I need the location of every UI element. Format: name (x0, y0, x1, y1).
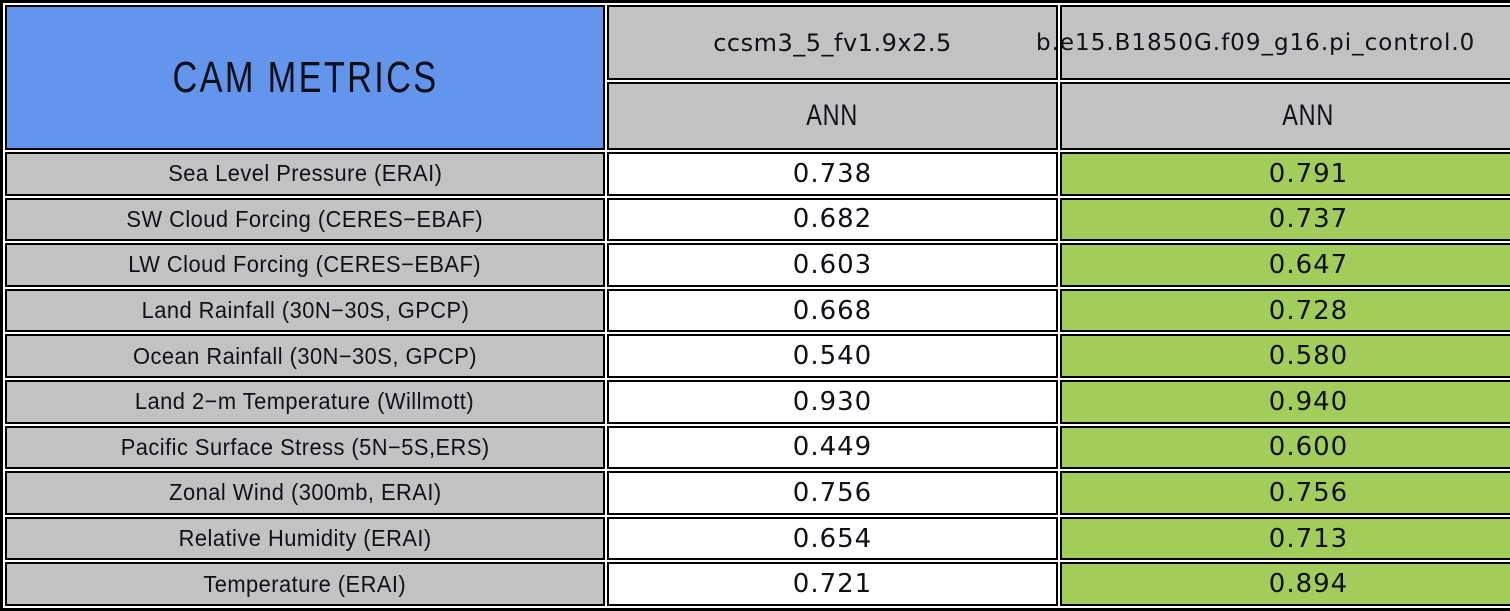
model-2-value: 0.894 (1268, 569, 1349, 600)
table-row: Relative Humidity (ERAI) 0.654 0.713 (5, 516, 1510, 561)
table-row: Sea Level Pressure (ERAI) 0.738 0.791 (5, 152, 1510, 196)
model-2-value-cell: 0.728 (1060, 288, 1510, 333)
model-1-value: 0.738 (792, 158, 873, 189)
model-1-value: 0.721 (792, 569, 873, 600)
metric-label: Ocean Rainfall (30N−30S, GPCP) (133, 342, 477, 369)
model-1-header-cell: ccsm3_5_fv1.9x2.5 (607, 5, 1058, 80)
model-1-name: ccsm3_5_fv1.9x2.5 (713, 28, 952, 57)
model-1-value-cell: 0.756 (607, 471, 1058, 515)
model-2-value: 0.713 (1268, 523, 1349, 554)
model-2-value-cell: 0.737 (1060, 197, 1510, 242)
table-row: Pacific Surface Stress (5N−5S,ERS) 0.449… (5, 425, 1510, 470)
model-1-value: 0.540 (792, 341, 873, 372)
metric-label: Pacific Surface Stress (5N−5S,ERS) (120, 433, 490, 460)
model-2-value-cell: 0.894 (1060, 562, 1510, 606)
model-2-value-cell: 0.756 (1060, 471, 1510, 515)
model-1-value-cell: 0.540 (607, 334, 1058, 378)
table-row: Land Rainfall (30N−30S, GPCP) 0.668 0.72… (5, 288, 1510, 333)
metric-label-cell: Ocean Rainfall (30N−30S, GPCP) (5, 334, 605, 378)
model-2-value: 0.756 (1268, 477, 1349, 508)
metric-label-cell: SW Cloud Forcing (CERES−EBAF) (5, 197, 605, 242)
metric-label-cell: Sea Level Pressure (ERAI) (5, 152, 605, 196)
table-row: Land 2−m Temperature (Willmott) 0.930 0.… (5, 379, 1510, 424)
model-1-value: 0.654 (792, 523, 873, 554)
metric-label-cell: Land Rainfall (30N−30S, GPCP) (5, 288, 605, 333)
model-1-value-cell: 0.449 (607, 425, 1058, 470)
model-2-season-cell: ANN (1060, 82, 1510, 150)
metric-label-cell: Temperature (ERAI) (5, 562, 605, 606)
metric-label: Land 2−m Temperature (Willmott) (135, 388, 475, 415)
model-1-season: ANN (806, 99, 859, 132)
model-2-season: ANN (1282, 99, 1335, 132)
model-1-value: 0.668 (792, 295, 873, 326)
model-2-value: 0.647 (1268, 249, 1349, 280)
model-1-value: 0.603 (792, 249, 873, 280)
model-2-value-cell: 0.600 (1060, 425, 1510, 470)
model-1-value-cell: 0.682 (607, 197, 1058, 242)
model-1-value-cell: 0.668 (607, 288, 1058, 333)
model-2-value: 0.791 (1268, 158, 1349, 189)
model-2-header-cell: b.e15.B1850G.f09_g16.pi_control.0 (1036, 5, 1510, 80)
model-2-value-cell: 0.580 (1060, 334, 1510, 378)
metric-label: LW Cloud Forcing (CERES−EBAF) (128, 251, 482, 278)
model-1-value-cell: 0.603 (607, 243, 1058, 287)
metric-label-cell: LW Cloud Forcing (CERES−EBAF) (5, 243, 605, 287)
metric-label: Temperature (ERAI) (203, 570, 407, 597)
metric-label-cell: Land 2−m Temperature (Willmott) (5, 379, 605, 424)
model-2-name: b.e15.B1850G.f09_g16.pi_control.0 (1036, 29, 1476, 56)
model-1-season-cell: ANN (607, 82, 1058, 150)
metric-label: Relative Humidity (ERAI) (178, 525, 432, 552)
metric-label: SW Cloud Forcing (CERES−EBAF) (126, 205, 484, 232)
model-2-value: 0.940 (1268, 386, 1349, 417)
table-row: LW Cloud Forcing (CERES−EBAF) 0.603 0.64… (5, 243, 1510, 287)
model-2-value: 0.728 (1268, 295, 1349, 326)
metric-label: Sea Level Pressure (ERAI) (167, 160, 443, 187)
season-header-row: ANN ANN (5, 82, 1510, 150)
metric-label-cell: Relative Humidity (ERAI) (5, 516, 605, 561)
model-1-value-cell: 0.930 (607, 379, 1058, 424)
model-2-value-cell: 0.647 (1060, 243, 1510, 287)
model-1-value-cell: 0.721 (607, 562, 1058, 606)
model-2-value: 0.580 (1268, 341, 1349, 372)
model-2-value-cell: 0.940 (1060, 379, 1510, 424)
metric-label: Zonal Wind (300mb, ERAI) (168, 479, 442, 506)
model-1-value-cell: 0.654 (607, 516, 1058, 561)
table-title-cell: CAM METRICS (5, 5, 605, 150)
table-row: SW Cloud Forcing (CERES−EBAF) 0.682 0.73… (5, 197, 1510, 242)
table-row: Temperature (ERAI) 0.721 0.894 (5, 562, 1510, 606)
model-1-value: 0.449 (792, 432, 873, 463)
model-1-value-cell: 0.738 (607, 152, 1058, 196)
table-title: CAM METRICS (172, 52, 438, 102)
model-1-value: 0.756 (792, 477, 873, 508)
model-2-value-cell: 0.713 (1060, 516, 1510, 561)
model-2-value: 0.600 (1268, 432, 1349, 463)
table-row: Zonal Wind (300mb, ERAI) 0.756 0.756 (5, 471, 1510, 515)
model-header-row: CAM METRICS ccsm3_5_fv1.9x2.5 b.e15.B185… (5, 5, 1510, 150)
model-2-value: 0.737 (1268, 204, 1349, 235)
metric-label: Land Rainfall (30N−30S, GPCP) (141, 297, 469, 324)
model-1-value: 0.682 (792, 204, 873, 235)
metric-label-cell: Zonal Wind (300mb, ERAI) (5, 471, 605, 515)
table-row: Ocean Rainfall (30N−30S, GPCP) 0.540 0.5… (5, 334, 1510, 378)
model-1-value: 0.930 (792, 386, 873, 417)
model-2-value-cell: 0.791 (1060, 152, 1510, 196)
metric-label-cell: Pacific Surface Stress (5N−5S,ERS) (5, 425, 605, 470)
